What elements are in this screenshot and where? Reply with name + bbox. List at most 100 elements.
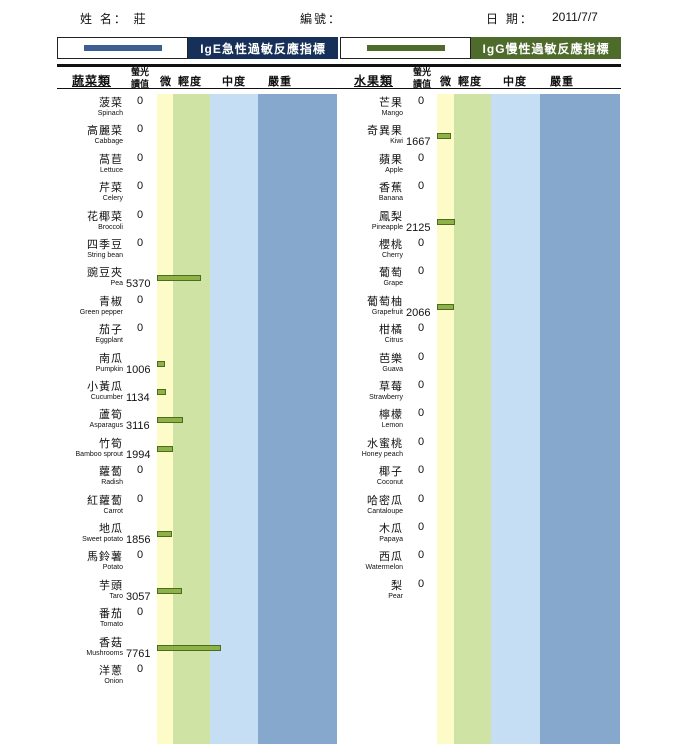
category-label-en: Cucumber	[90, 394, 123, 401]
category-label-en: Coconut	[376, 479, 403, 487]
category-label-zh: 西瓜	[379, 550, 403, 564]
value-label: 0	[418, 577, 425, 590]
category-label-zh: 葡萄	[379, 266, 403, 280]
fruit-group-title: 水果類	[354, 74, 394, 88]
value-label: 1667	[406, 136, 431, 149]
veg-col-light: 輕度	[178, 75, 202, 88]
category-label-zh: 水蜜桃	[367, 436, 403, 450]
value-label: 7761	[126, 647, 151, 660]
category-label-zh: 地瓜	[99, 522, 123, 535]
category-label-en: Pear	[388, 592, 403, 600]
value-label: 0	[137, 123, 144, 136]
fruit-band-mild	[437, 94, 454, 744]
igg-legend-swatch-box	[340, 37, 472, 59]
value-label: 0	[418, 407, 425, 420]
veg-col-mild: 微	[160, 75, 172, 88]
value-label: 0	[137, 492, 144, 505]
date-value: 2011/7/7	[552, 10, 598, 24]
category-label-zh: 芭樂	[379, 351, 403, 365]
value-label: 3057	[126, 590, 151, 603]
category-label-zh: 萵苣	[99, 152, 123, 166]
value-label: 2125	[406, 221, 431, 234]
category-label-en: Pineapple	[371, 223, 403, 231]
value-header-line: 讀值	[130, 80, 149, 90]
category-label-en: Asparagus	[89, 422, 123, 430]
category-label-en: Mango	[381, 110, 403, 117]
ige-legend-swatch-box	[57, 37, 189, 59]
value-label: 0	[137, 549, 144, 562]
category-label-zh: 紅蘿蔔	[87, 493, 123, 507]
category-label-zh: 菠菜	[99, 96, 123, 109]
category-label-en: Kiwi	[390, 138, 403, 146]
value-label: 0	[137, 237, 144, 249]
fruit-value-header: 螢光 讀值	[410, 67, 434, 91]
fruit-band-severe	[540, 94, 620, 744]
value-label: 0	[418, 350, 425, 363]
veg-band-moderate	[210, 94, 258, 744]
veg-col-severe: 嚴重	[268, 75, 292, 88]
category-label-zh: 梨	[391, 578, 403, 592]
category-label-en: Spinach	[97, 110, 123, 117]
value-label: 0	[137, 293, 144, 306]
value-label: 0	[418, 549, 425, 562]
igg-legend-title: IgG慢性過敏反應指標	[471, 37, 621, 59]
value-label: 0	[137, 208, 144, 221]
category-label-en: Carrot	[103, 507, 123, 515]
category-label-en: Cantaloupe	[367, 507, 403, 515]
category-label-en: Taro	[109, 592, 123, 600]
reaction-bar	[437, 303, 454, 310]
value-header-line: 讀值	[412, 80, 431, 90]
veg-col-moderate: 中度	[222, 75, 246, 88]
value-label: 0	[418, 95, 425, 107]
value-label: 0	[418, 435, 425, 448]
value-label: 0	[418, 322, 425, 335]
fruit-band-light	[454, 94, 491, 744]
reaction-bar	[157, 531, 172, 537]
category-label-en: Radish	[101, 479, 123, 487]
category-label-zh: 芹菜	[99, 181, 123, 195]
value-label: 0	[137, 663, 144, 675]
category-label-zh: 芋頭	[99, 578, 123, 592]
category-label-en: Papaya	[379, 536, 403, 543]
fruit-col-severe: 嚴重	[550, 75, 574, 88]
value-label: 1006	[126, 363, 151, 376]
vegetable-value-header: 螢光 讀值	[128, 67, 152, 91]
reaction-bar	[437, 218, 455, 225]
category-label-zh: 木瓜	[379, 522, 403, 535]
ige-legend-swatch	[83, 45, 162, 51]
category-label-zh: 鳳梨	[379, 209, 403, 223]
category-label-zh: 蘆筍	[99, 408, 123, 422]
reaction-bar	[437, 133, 451, 140]
category-label-en: Grapefruit	[371, 308, 403, 316]
date-label: 日 期：	[486, 12, 534, 26]
category-label-en: Banana	[378, 195, 403, 203]
category-label-en: Bamboo sprout	[75, 450, 123, 458]
category-label-en: Sweet potato	[82, 536, 123, 543]
category-label-zh: 高麗菜	[87, 124, 123, 138]
category-label-en: Broccoli	[98, 223, 123, 231]
category-label-en: Apple	[385, 166, 403, 174]
category-label-zh: 四季豆	[87, 238, 123, 251]
category-label-zh: 蘋果	[379, 152, 403, 166]
category-label-zh: 奇異果	[367, 124, 403, 138]
category-label-zh: 花椰菜	[87, 209, 123, 223]
column-header-rule	[57, 88, 621, 89]
category-label-zh: 檸檬	[379, 408, 403, 422]
category-label-en: Tomato	[100, 621, 123, 629]
category-label-zh: 香菇	[99, 635, 123, 649]
category-label-zh: 豌豆夾	[87, 266, 123, 280]
value-label: 2066	[406, 306, 431, 319]
header-rule	[57, 64, 621, 67]
ige-legend-title: IgE急性過敏反應指標	[188, 37, 338, 59]
category-label-en: Cabbage	[94, 138, 123, 146]
reaction-bar	[157, 417, 183, 424]
value-label: 0	[137, 606, 144, 619]
reaction-bar	[157, 275, 201, 282]
category-label-zh: 柑橘	[379, 323, 403, 337]
category-label-zh: 青椒	[99, 294, 123, 308]
category-label-zh: 竹筍	[99, 436, 123, 450]
category-label-en: String bean	[87, 252, 123, 259]
fruit-col-moderate: 中度	[503, 75, 527, 88]
category-label-en: Strawberry	[369, 394, 403, 401]
fruit-col-mild: 微	[440, 75, 452, 88]
